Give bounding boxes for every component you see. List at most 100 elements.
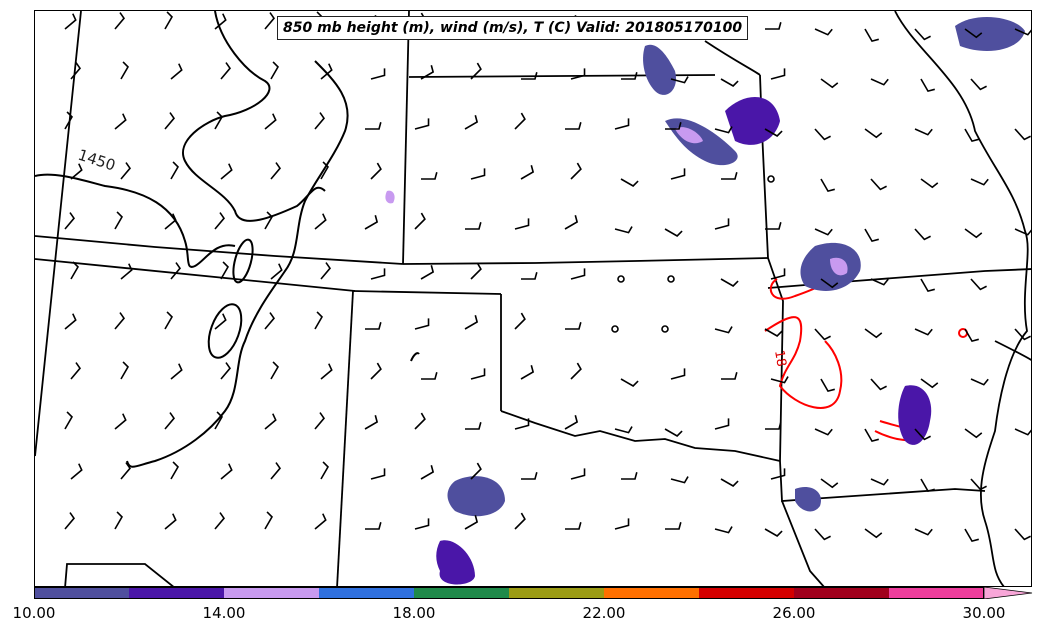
state-borders [35, 11, 1031, 586]
wind-barb [414, 412, 426, 430]
wind-barb [320, 461, 329, 480]
wind-barb [614, 426, 633, 434]
wind-barb [970, 178, 989, 186]
wind-barb [665, 122, 682, 130]
colorbar-segment [34, 587, 130, 599]
wind-barb [920, 378, 939, 389]
wind-barb [420, 65, 435, 80]
wind-barb [864, 328, 883, 339]
shade-co-small [385, 190, 395, 204]
wind-barb [664, 428, 683, 437]
missouri-river [704, 40, 761, 76]
calm-wind-marker [767, 175, 775, 183]
wind-barb [814, 28, 833, 36]
wind-barb [920, 78, 935, 93]
wind-barb [714, 126, 733, 134]
wind-barb [814, 328, 831, 341]
wind-barb [814, 528, 831, 541]
wind-barb [164, 513, 177, 530]
wind-barb [70, 463, 83, 480]
wind-barb [314, 311, 323, 330]
colorbar-segment [794, 587, 890, 599]
wind-barb [64, 13, 77, 30]
mississippi-river [894, 11, 1029, 586]
wind-barb [870, 78, 889, 86]
wind-barb [870, 378, 887, 391]
wind-barb [565, 122, 582, 130]
border-ne-ks [402, 257, 769, 265]
wind-barb [765, 422, 782, 430]
wind-barb [214, 512, 226, 530]
wind-barb [920, 478, 935, 493]
wind-barb [964, 528, 979, 543]
colorbar-outline [34, 587, 984, 599]
wind-barb [464, 315, 479, 330]
wind-barb [570, 268, 586, 280]
wind-barb [564, 215, 579, 230]
wind-barb [421, 372, 438, 380]
map-canvas: 1450 18 [35, 11, 1031, 586]
wind-barb [364, 415, 379, 430]
calm-wind-marker [611, 325, 619, 333]
wind-barb [770, 468, 786, 480]
wind-barb [420, 465, 435, 480]
wind-barb [70, 62, 82, 80]
wind-barb [714, 418, 730, 430]
shade-tx-blob [447, 476, 505, 517]
wind-barb [820, 478, 839, 489]
wind-barb [914, 428, 931, 441]
colorbar-segment [604, 587, 700, 599]
wind-barb [264, 413, 277, 430]
wind-barb [665, 522, 682, 530]
wind-barb [314, 513, 327, 530]
wind-barb [514, 112, 526, 130]
wind-barb [664, 228, 683, 237]
wind-barb [521, 472, 538, 480]
wind-barb [521, 72, 538, 80]
wind-barb [570, 468, 586, 480]
wind-barb [914, 128, 933, 136]
wind-barb [170, 461, 179, 480]
shade-ar-cluster [898, 385, 932, 445]
wind-barb [220, 163, 233, 180]
wind-barb [365, 522, 382, 530]
wind-barb [364, 215, 379, 230]
wind-barb [164, 412, 176, 430]
temperature-shading [385, 16, 1025, 585]
wind-barb [614, 518, 630, 530]
wind-barb [120, 162, 132, 180]
shade-ks-mo-cluster [800, 242, 861, 291]
wind-barb [120, 61, 129, 80]
wind-barb [720, 78, 739, 87]
calm-wind-marker [667, 275, 675, 283]
wind-barb [914, 328, 933, 336]
wind-barb [770, 68, 786, 80]
wind-barb [214, 313, 227, 330]
wind-barb [370, 468, 386, 480]
border-red-river [500, 410, 781, 462]
wind-barb [70, 163, 83, 180]
wind-barb [964, 328, 979, 343]
wind-barb [670, 168, 686, 180]
wind-barb [470, 368, 486, 380]
wind-barb [264, 113, 277, 130]
wind-barb [164, 311, 173, 330]
wind-barb [721, 172, 738, 180]
shade-ar-east [795, 486, 821, 512]
wind-barb [920, 278, 935, 293]
wind-barb [114, 312, 126, 330]
wind-barb [920, 178, 939, 189]
colorbar-tick-label: 14.00 [202, 604, 246, 622]
wind-barb [470, 462, 482, 480]
wind-barb [465, 422, 482, 430]
wind-barb [64, 512, 76, 530]
wind-barb [170, 63, 183, 80]
wind-barb [564, 415, 579, 430]
wind-barb [64, 411, 73, 430]
wind-barb [670, 76, 689, 84]
wind-barb [514, 312, 526, 330]
colorbar-segment [319, 587, 415, 599]
wind-barb [421, 172, 438, 180]
wind-barb [720, 278, 739, 287]
wind-barb [870, 278, 889, 286]
